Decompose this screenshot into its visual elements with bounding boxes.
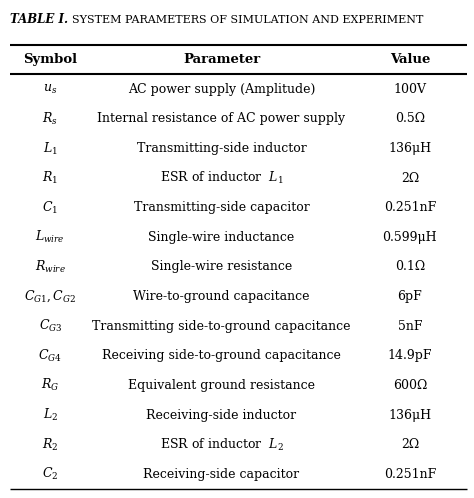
Text: AC power supply (Amplitude): AC power supply (Amplitude) (128, 83, 315, 96)
Text: $C_{G3}$: $C_{G3}$ (39, 318, 62, 334)
Text: 2Ω: 2Ω (401, 438, 419, 451)
Text: 5nF: 5nF (398, 320, 422, 333)
Text: Receiving-side inductor: Receiving-side inductor (146, 408, 297, 421)
Text: $R_G$: $R_G$ (41, 377, 59, 393)
Text: 136μH: 136μH (388, 142, 431, 155)
Text: 100V: 100V (393, 83, 426, 96)
Text: Symbol: Symbol (23, 53, 77, 66)
Text: Single-wire resistance: Single-wire resistance (151, 260, 292, 273)
Text: TABLE I.: TABLE I. (10, 13, 69, 26)
Text: ESR of inductor  $L_1$: ESR of inductor $L_1$ (160, 170, 283, 186)
Text: 600Ω: 600Ω (392, 379, 427, 392)
Text: Receiving side-to-ground capacitance: Receiving side-to-ground capacitance (102, 349, 341, 362)
Text: ESR of inductor  $L_2$: ESR of inductor $L_2$ (160, 437, 283, 453)
Text: $C_1$: $C_1$ (42, 200, 58, 216)
Text: 0.1Ω: 0.1Ω (395, 260, 425, 273)
Text: $C_{G1}, C_{G2}$: $C_{G1}, C_{G2}$ (24, 289, 76, 304)
Text: Transmitting-side capacitor: Transmitting-side capacitor (134, 201, 310, 214)
Text: 0.5Ω: 0.5Ω (395, 113, 425, 125)
Text: $C_2$: $C_2$ (42, 466, 58, 482)
Text: 2Ω: 2Ω (401, 172, 419, 185)
Text: 0.251nF: 0.251nF (384, 201, 436, 214)
Text: Equivalent ground resistance: Equivalent ground resistance (128, 379, 315, 392)
Text: $R_2$: $R_2$ (42, 437, 59, 453)
Text: 136μH: 136μH (388, 408, 431, 421)
Text: $u_s$: $u_s$ (43, 83, 57, 96)
Text: 6pF: 6pF (398, 290, 422, 303)
Text: $L_1$: $L_1$ (43, 140, 58, 156)
Text: Receiving-side capacitor: Receiving-side capacitor (144, 468, 300, 481)
Text: 0.599μH: 0.599μH (383, 231, 437, 244)
Text: Parameter: Parameter (183, 53, 260, 66)
Text: $L_{wire}$: $L_{wire}$ (36, 229, 65, 246)
Text: Internal resistance of AC power supply: Internal resistance of AC power supply (98, 113, 346, 125)
Text: Single-wire inductance: Single-wire inductance (148, 231, 295, 244)
Text: Value: Value (390, 53, 430, 66)
Text: Transmitting-side inductor: Transmitting-side inductor (137, 142, 306, 155)
Text: Wire-to-ground capacitance: Wire-to-ground capacitance (133, 290, 310, 303)
Text: $L_2$: $L_2$ (43, 407, 58, 423)
Text: $R_{wire}$: $R_{wire}$ (35, 259, 66, 275)
Text: 14.9pF: 14.9pF (388, 349, 432, 362)
Text: Transmitting side-to-ground capacitance: Transmitting side-to-ground capacitance (92, 320, 351, 333)
Text: $R_s$: $R_s$ (43, 111, 58, 127)
Text: $R_1$: $R_1$ (42, 170, 58, 186)
Text: $C_{G4}$: $C_{G4}$ (38, 348, 62, 364)
Text: SYSTEM PARAMETERS OF SIMULATION AND EXPERIMENT: SYSTEM PARAMETERS OF SIMULATION AND EXPE… (72, 15, 423, 25)
Text: 0.251nF: 0.251nF (384, 468, 436, 481)
